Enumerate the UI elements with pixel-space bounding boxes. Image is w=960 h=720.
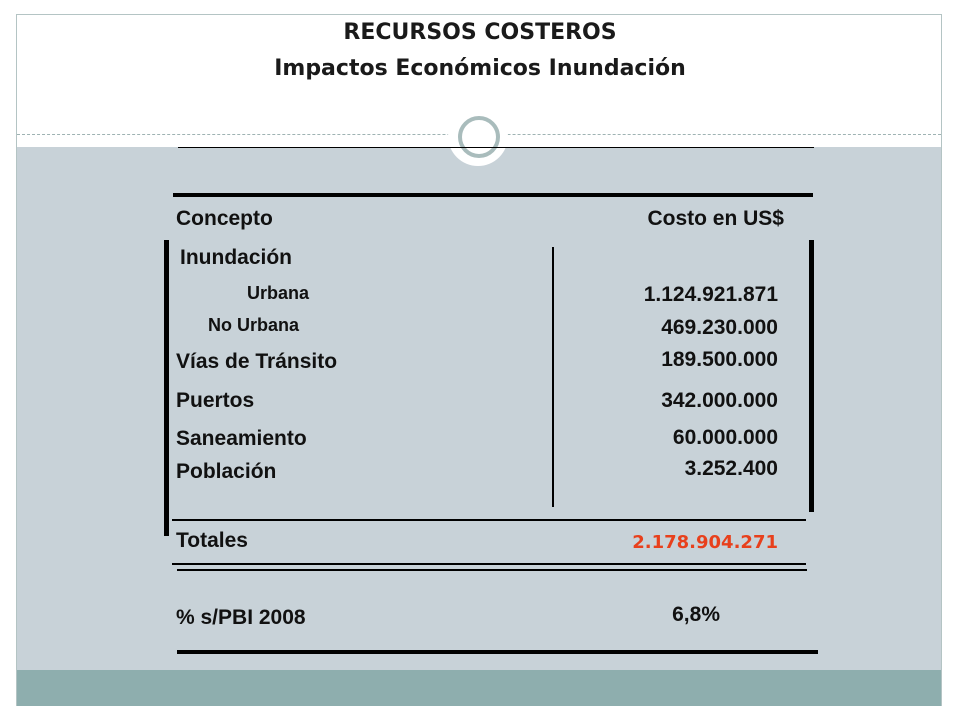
row-value-saneamiento: 60.000.000: [672, 426, 778, 449]
table-left-border: [164, 240, 169, 536]
header-costo: Costo en US$: [647, 207, 784, 230]
row-value-no-urbana: 469.230.000: [661, 316, 778, 339]
totals-bottom-rule-2: [177, 569, 807, 571]
header-concepto: Concepto: [176, 207, 273, 230]
row-value-urbana: 1.124.921.871: [643, 283, 778, 306]
decorative-ring-icon: [458, 116, 500, 158]
row-label-saneamiento: Saneamiento: [176, 427, 307, 450]
row-label-no-urbana: No Urbana: [208, 315, 300, 335]
slide-subtitle: Impactos Económicos Inundación: [274, 56, 686, 81]
table-bottom-rule: [177, 650, 818, 654]
row-value-puertos: 342.000.000: [661, 389, 778, 412]
row-label-poblacion: Población: [176, 460, 277, 483]
row-label-puertos: Puertos: [176, 389, 255, 412]
table-top-rule: [173, 193, 813, 197]
top-thin-rule: [178, 147, 814, 148]
slide-title: RECURSOS COSTEROS: [343, 20, 617, 45]
totals-label: Totales: [176, 529, 248, 552]
row-value-vias: 189.500.000: [661, 348, 778, 371]
footer-bar: [17, 670, 941, 706]
group-inundacion: Inundación: [180, 246, 292, 269]
pbi-label: % s/PBI 2008: [176, 606, 306, 629]
slide-body: [17, 147, 941, 670]
row-value-poblacion: 3.252.400: [684, 457, 778, 480]
table-right-border: [809, 240, 814, 512]
totals-bottom-rule-1: [172, 563, 806, 565]
totals-value: 2.178.904.271: [632, 532, 778, 553]
row-label-urbana: Urbana: [247, 283, 310, 303]
table-column-divider: [552, 247, 554, 507]
row-label-vias: Vías de Tránsito: [176, 350, 338, 373]
totals-top-rule: [172, 519, 806, 521]
pbi-value: 6,8%: [672, 603, 720, 626]
